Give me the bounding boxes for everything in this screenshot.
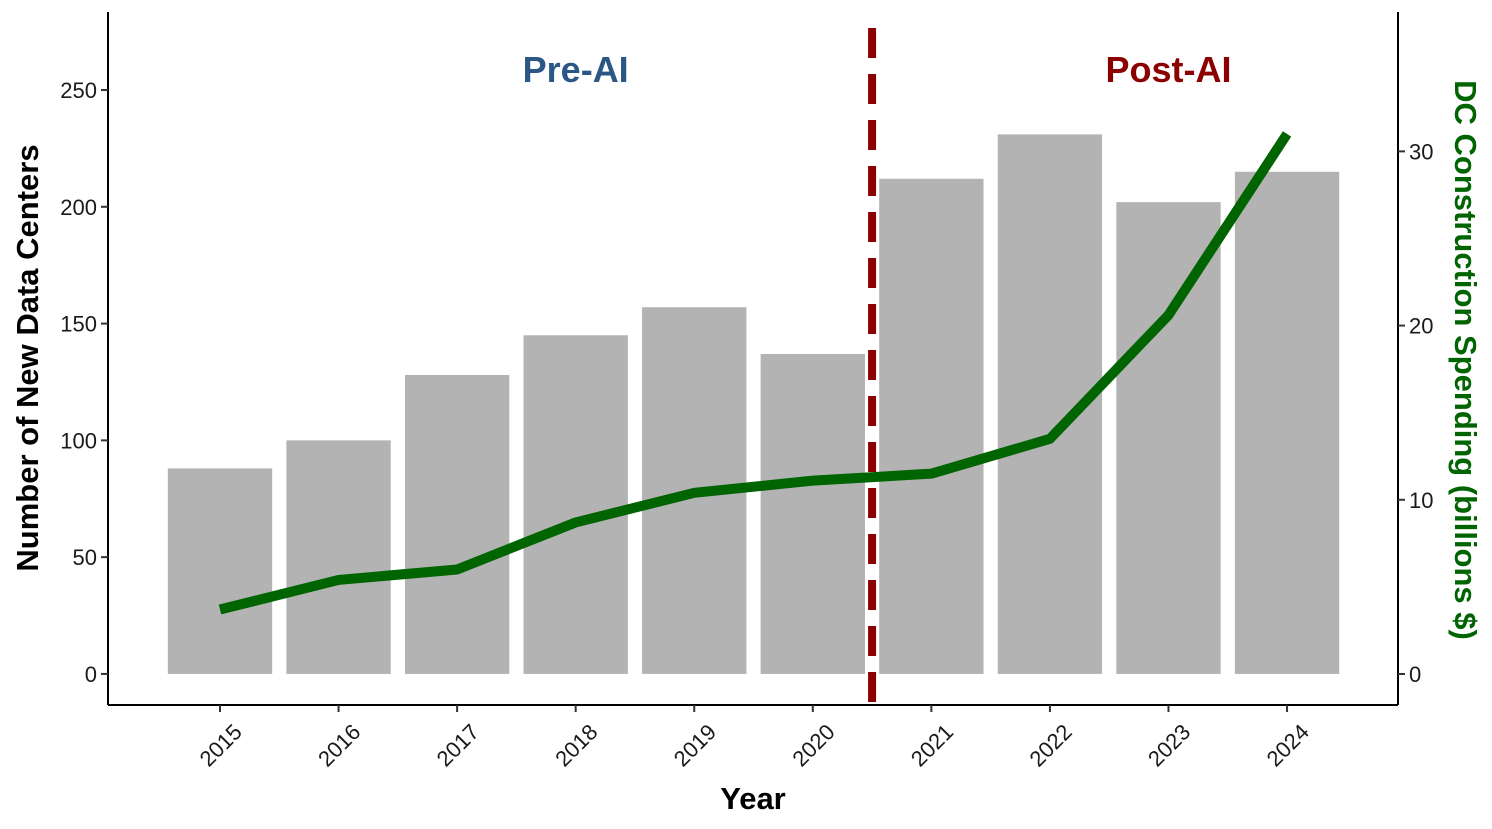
y2-tick-label: 30	[1409, 139, 1433, 164]
y2-tick-label: 10	[1409, 488, 1433, 513]
x-tick-label: 2021	[906, 719, 958, 771]
y2-axis-title: DC Construction Spending (billions $)	[1448, 80, 1483, 640]
y-tick-label: 150	[60, 312, 97, 337]
bar	[167, 468, 273, 674]
annotation: Post-AI	[1105, 49, 1231, 90]
line	[218, 131, 1292, 615]
y-tick-label: 50	[73, 545, 97, 570]
y-tick-label: 100	[60, 428, 97, 453]
y2-tick-label: 20	[1409, 314, 1433, 339]
y-axis-title: Number of New Data Centers	[10, 144, 45, 571]
x-tick-label: 2019	[669, 719, 721, 771]
annotation: Pre-AI	[523, 49, 629, 90]
bar	[879, 178, 984, 674]
y-tick-label: 200	[60, 195, 97, 220]
x-axis-title: Year	[720, 781, 786, 816]
x-tick-label: 2024	[1262, 719, 1314, 771]
x-tick-label: 2022	[1024, 719, 1076, 771]
y-tick-label: 0	[85, 662, 97, 687]
bar	[1116, 202, 1221, 674]
x-tick-label: 2015	[195, 719, 247, 771]
x-tick-label: 2016	[313, 719, 365, 771]
bar	[523, 335, 628, 674]
bar	[1234, 171, 1340, 674]
y-tick-label: 250	[60, 78, 97, 103]
bar	[286, 440, 391, 674]
bar	[404, 374, 510, 674]
bar	[760, 353, 865, 674]
x-tick-label: 2023	[1143, 719, 1195, 771]
x-tick-label: 2020	[787, 719, 839, 771]
x-tick-label: 2017	[432, 719, 484, 771]
x-tick-label: 2018	[550, 719, 602, 771]
y2-tick-label: 0	[1409, 662, 1421, 687]
